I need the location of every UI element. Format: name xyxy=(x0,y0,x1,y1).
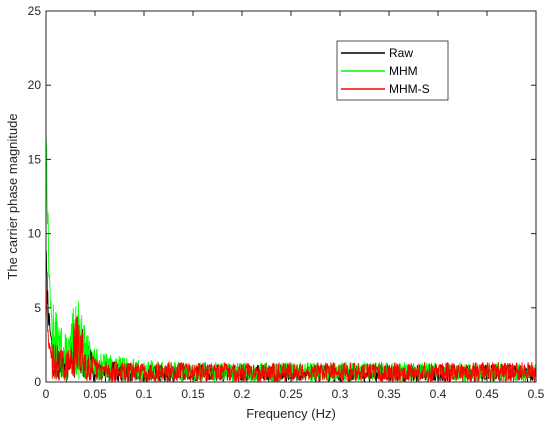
x-tick-label: 0.5 xyxy=(528,387,545,401)
x-tick-label: 0.1 xyxy=(136,387,153,401)
legend-label-raw: Raw xyxy=(389,46,413,60)
x-tick-label: 0.05 xyxy=(83,387,107,401)
legend-label-mhm: MHM xyxy=(389,64,418,78)
y-tick-label: 15 xyxy=(28,152,42,166)
y-tick-label: 25 xyxy=(28,4,42,18)
x-tick-label: 0.45 xyxy=(475,387,499,401)
x-tick-label: 0.25 xyxy=(279,387,303,401)
x-axis-label: Frequency (Hz) xyxy=(246,406,336,421)
y-axis-label: The carrier phase magnitude xyxy=(5,113,20,279)
legend-label-mhm-s: MHM-S xyxy=(389,82,430,96)
y-tick-label: 10 xyxy=(28,227,42,241)
x-tick-label: 0.4 xyxy=(430,387,447,401)
x-tick-label: 0 xyxy=(43,387,50,401)
y-tick-label: 5 xyxy=(34,301,41,315)
series-layer xyxy=(46,135,536,382)
x-tick-label: 0.3 xyxy=(332,387,349,401)
legend: Raw MHM MHM-S xyxy=(336,40,449,101)
series-line-mhm-s xyxy=(46,289,536,382)
ticks-layer: 0 0.05 0.1 0.15 0.2 0.25 0.3 0.35 0.4 0.45 0.5 0 5 10… xyxy=(28,4,545,401)
x-tick-label: 0.15 xyxy=(181,387,205,401)
y-tick-label: 0 xyxy=(34,375,41,389)
x-tick-label: 0.35 xyxy=(377,387,401,401)
plot-area xyxy=(46,11,536,382)
x-tick-label: 0.2 xyxy=(234,387,251,401)
y-tick-label: 20 xyxy=(28,78,42,92)
